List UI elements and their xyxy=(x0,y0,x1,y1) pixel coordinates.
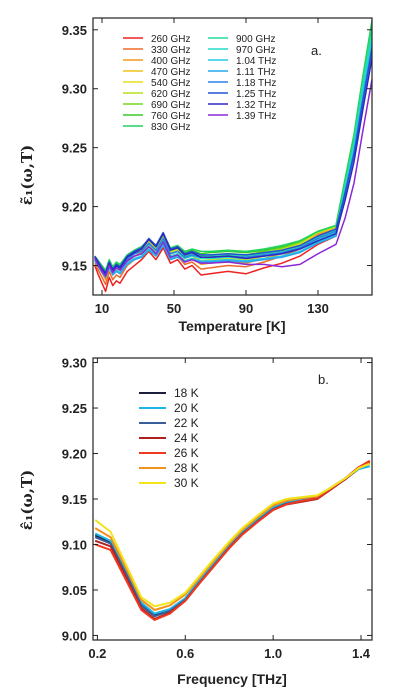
x-tick-label: 130 xyxy=(307,301,329,316)
panel-a: 10 50 90 130 9.15 9.20 9.25 9.30 9.35 260 GHz330… xyxy=(18,17,373,334)
legend-label-28-k: 28 K xyxy=(174,461,199,475)
legend-label-1-04-thz: 1.04 THz xyxy=(236,56,276,67)
y-tick-label: 9.30 xyxy=(62,82,87,97)
x-tick-label: 50 xyxy=(167,301,181,316)
y-tick-label: 9.05 xyxy=(62,583,87,598)
legend-label-1-32-thz: 1.32 THz xyxy=(236,100,276,111)
series-line-400-ghz xyxy=(94,27,372,281)
legend-label-18-k: 18 K xyxy=(174,386,199,400)
y-tick-label: 9.15 xyxy=(62,492,87,507)
legend-label-470-ghz: 470 GHz xyxy=(151,67,190,78)
series-line-30-k xyxy=(94,462,371,608)
panel-b-series-group xyxy=(94,459,371,621)
y-tick-label: 9.20 xyxy=(62,200,87,215)
series-line-830-ghz xyxy=(94,20,372,271)
series-line-1-11-thz xyxy=(94,46,372,279)
panel-a-ylabel: ε̃₁(ω,T) xyxy=(18,145,36,206)
panel-b-ylabel: ε̂₁(ω,T) xyxy=(18,470,36,531)
series-line-1-04-thz xyxy=(94,41,372,277)
legend-label-400-ghz: 400 GHz xyxy=(151,56,190,67)
series-line-1-39-thz xyxy=(94,79,372,277)
panel-a-plot-frame xyxy=(92,17,373,296)
legend-label-260-ghz: 260 GHz xyxy=(151,34,190,45)
legend-label-900-ghz: 900 GHz xyxy=(236,34,275,45)
legend-label-1-11-thz: 1.11 THz xyxy=(236,67,276,78)
legend-label-330-ghz: 330 GHz xyxy=(151,45,190,56)
y-tick-label: 9.10 xyxy=(62,537,87,552)
legend-label-760-ghz: 760 GHz xyxy=(151,111,190,122)
legend-label-1-25-thz: 1.25 THz xyxy=(236,89,276,100)
panel-b: 0.2 0.6 1.0 1.4 9.00 9.05 9.10 9.15 9.20 9.25 9.30… xyxy=(18,356,373,687)
y-tick-label: 9.25 xyxy=(62,401,87,416)
x-tick-label: 90 xyxy=(239,301,253,316)
legend-label-24-k: 24 K xyxy=(174,431,199,445)
panel-b-xlabel: Frequency [THz] xyxy=(177,671,287,687)
y-tick-label: 9.00 xyxy=(62,628,87,643)
legend-label-22-k: 22 K xyxy=(174,416,199,430)
series-line-470-ghz xyxy=(94,26,372,279)
x-tick-label: 1.4 xyxy=(352,646,371,661)
y-tick-label: 9.35 xyxy=(62,23,87,38)
panel-a-xlabel: Temperature [K] xyxy=(178,318,285,334)
legend-label-20-k: 20 K xyxy=(174,401,199,415)
legend-label-690-ghz: 690 GHz xyxy=(151,100,190,111)
x-tick-label: 10 xyxy=(95,301,109,316)
y-tick-label: 9.15 xyxy=(62,259,87,274)
legend-label-30-k: 30 K xyxy=(174,476,199,490)
y-tick-label: 9.20 xyxy=(62,447,87,462)
panel-a-series-group xyxy=(94,20,372,293)
legend-label-970-ghz: 970 GHz xyxy=(236,45,275,56)
legend-label-540-ghz: 540 GHz xyxy=(151,78,190,89)
legend-label-26-k: 26 K xyxy=(174,446,199,460)
y-tick-label: 9.30 xyxy=(62,356,87,371)
legend-label-1-18-thz: 1.18 THz xyxy=(236,78,276,89)
series-line-260-ghz xyxy=(94,35,372,293)
legend-label-830-ghz: 830 GHz xyxy=(151,122,190,133)
legend-label-1-39-thz: 1.39 THz xyxy=(236,111,276,122)
x-tick-label: 0.6 xyxy=(176,646,194,661)
series-line-1-32-thz xyxy=(94,57,372,275)
panel-a-tag: a. xyxy=(311,43,322,58)
x-tick-label: 1.0 xyxy=(264,646,282,661)
panel-b-legend: 18 K20 K22 K24 K26 K28 K30 K xyxy=(139,386,199,490)
x-tick-label: 0.2 xyxy=(88,646,106,661)
panel-b-tag: b. xyxy=(318,372,329,387)
series-line-330-ghz xyxy=(94,29,372,286)
legend-label-620-ghz: 620 GHz xyxy=(151,89,190,100)
panel-a-ticks: 10 50 90 130 9.15 9.20 9.25 9.30 9.35 xyxy=(62,18,372,316)
panel-b-ticks: 0.2 0.6 1.0 1.4 9.00 9.05 9.10 9.15 9.20 9.25 9.30 xyxy=(62,356,372,661)
y-tick-label: 9.25 xyxy=(62,141,87,156)
